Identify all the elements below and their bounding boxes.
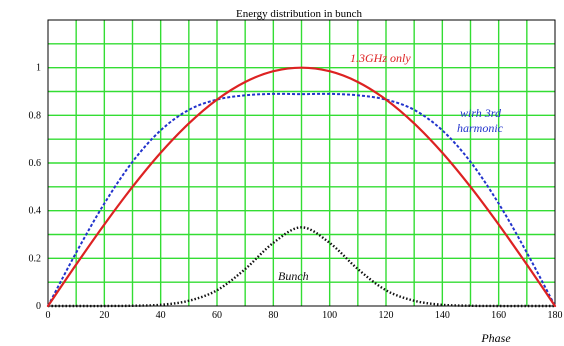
annotation-harmonic: harmonic	[457, 121, 504, 135]
series-layer	[46, 66, 557, 308]
x-tick-label: 60	[212, 310, 222, 321]
y-tick-label: 0	[36, 301, 41, 312]
tick-labels: 0 20 40 60 80 100 120 140 160 180 0 0.2 0.4 0.6 0.8 1	[29, 63, 563, 321]
x-tick-label: 100	[322, 310, 337, 321]
x-tick-label: 20	[99, 310, 109, 321]
x-axis-label: Phase	[480, 331, 511, 345]
y-tick-label: 0.6	[29, 158, 42, 169]
x-tick-label: 80	[268, 310, 278, 321]
series-line-with-3rd-harmonic	[47, 92, 556, 307]
annotation-1-3ghz-only: 1.3GHz only	[350, 51, 411, 65]
annotation-bunch: Bunch	[278, 269, 309, 283]
x-tick-label: 40	[156, 310, 166, 321]
x-tick-label: 0	[46, 310, 51, 321]
annotation-with-3rd: wirh 3rd	[460, 106, 502, 120]
chart-title: Energy distribution in bunch	[236, 8, 362, 20]
y-tick-label: 0.8	[29, 110, 42, 121]
annotations: 1.3GHz only wirh 3rd harmonic Bunch	[278, 51, 504, 283]
x-tick-label: 120	[379, 310, 394, 321]
series-line-1-3ghz-only	[46, 66, 557, 308]
x-tick-label: 180	[548, 310, 563, 321]
x-tick-label: 140	[435, 310, 450, 321]
x-tick-label: 160	[491, 310, 506, 321]
plot-frame	[47, 19, 556, 307]
y-tick-label: 0.4	[29, 206, 42, 217]
y-tick-label: 1	[36, 63, 41, 74]
series-line-bunch	[48, 226, 555, 308]
y-tick-label: 0.2	[29, 253, 42, 264]
